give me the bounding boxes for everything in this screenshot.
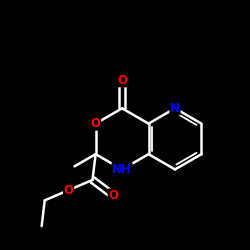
Text: O: O (108, 189, 118, 202)
Text: NH: NH (112, 163, 132, 176)
Text: O: O (90, 117, 101, 130)
Text: O: O (64, 184, 74, 197)
Text: O: O (117, 74, 127, 87)
Text: N: N (170, 102, 180, 115)
